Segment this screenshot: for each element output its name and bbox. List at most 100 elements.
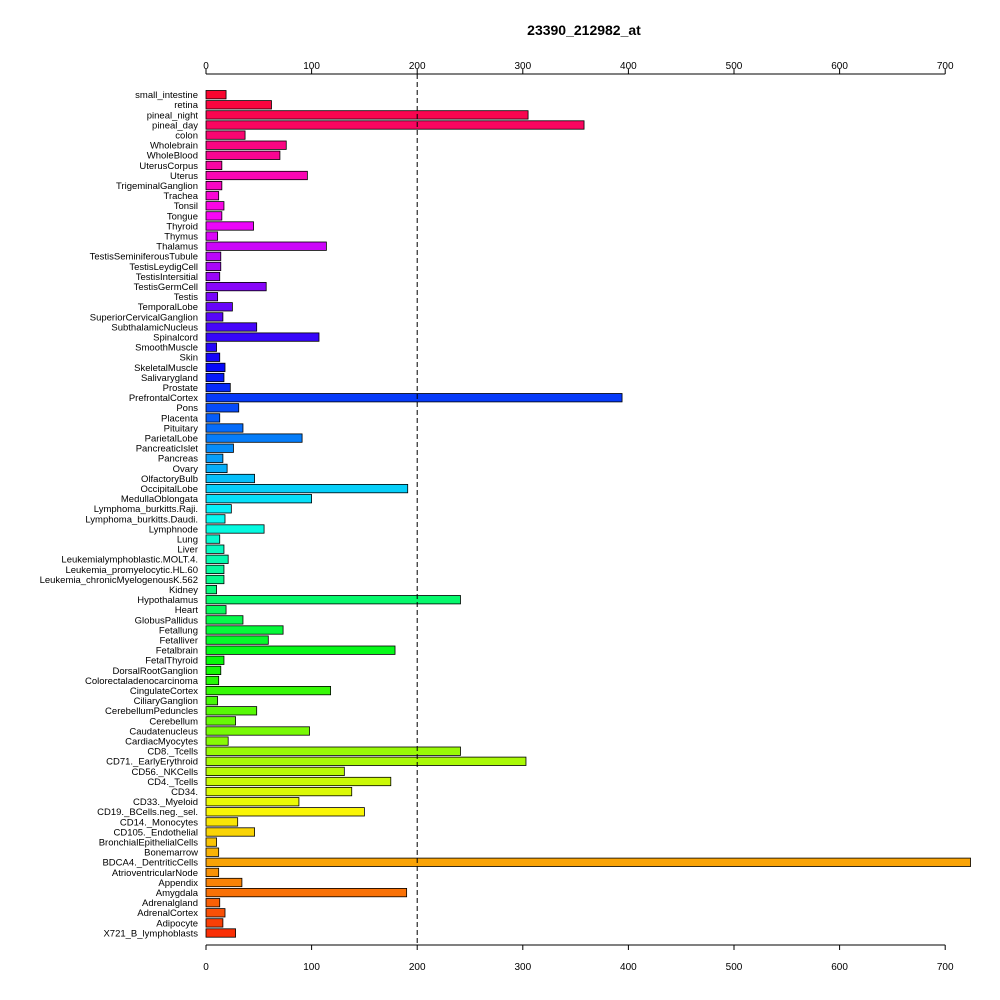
bar-Wholebrain bbox=[205, 140, 287, 150]
bar-Appendix bbox=[205, 877, 243, 888]
category-label: Heart bbox=[175, 605, 199, 616]
bar-colon bbox=[205, 130, 246, 140]
category-label: CiliaryGanglion bbox=[134, 696, 198, 707]
bar-Fetalbrain bbox=[205, 645, 396, 655]
category-label: Leukemia_chronicMyelogenousK.562 bbox=[40, 575, 198, 586]
bar-WholeBlood bbox=[205, 150, 281, 160]
category-label: CerebellumPeduncles bbox=[105, 706, 198, 717]
bar-CD33._Myeloid bbox=[205, 797, 300, 807]
bar-Leukemia_promyelocytic.HL.60 bbox=[205, 564, 225, 575]
bar-Uterus bbox=[205, 170, 308, 181]
category-label: DorsalRootGanglion bbox=[112, 666, 198, 677]
bar-SmoothMuscle bbox=[205, 342, 217, 352]
bar-SuperiorCervicalGanglion bbox=[205, 312, 224, 322]
bar-Trachea bbox=[205, 191, 220, 201]
top-tick-label: 0 bbox=[203, 61, 209, 72]
bar-OlfactoryBulb bbox=[205, 473, 255, 484]
category-label: SuperiorCervicalGanglion bbox=[90, 312, 198, 323]
category-label: X721_B_lymphoblasts bbox=[103, 928, 198, 939]
category-label: Thyroid bbox=[166, 221, 198, 232]
category-label: CingulateCortex bbox=[130, 686, 198, 697]
category-label: Pons bbox=[176, 403, 198, 414]
bar-Fetalliver bbox=[205, 635, 269, 645]
bottom-tick-label: 100 bbox=[303, 962, 320, 973]
bar-Bonemarrow bbox=[205, 847, 220, 857]
bar-Colorectaladenocarcinoma bbox=[205, 675, 220, 686]
bar-BDCA4._DentriticCells bbox=[205, 857, 971, 867]
category-label: Bonemarrow bbox=[144, 848, 198, 859]
bar-CerebellumPeduncles bbox=[205, 706, 258, 716]
category-label: OlfactoryBulb bbox=[141, 474, 198, 485]
bar-Hypothalamus bbox=[205, 595, 461, 605]
category-label: TestisIntersitial bbox=[136, 272, 198, 283]
bar-GlobusPallidus bbox=[205, 615, 244, 625]
bar-Caudatenucleus bbox=[205, 726, 310, 736]
category-label: UterusCorpus bbox=[139, 161, 198, 172]
category-label: AtrioventricularNode bbox=[112, 868, 198, 879]
bar-Thalamus bbox=[205, 241, 327, 251]
top-tick-label: 400 bbox=[620, 61, 637, 72]
category-label: Colorectaladenocarcinoma bbox=[85, 676, 199, 687]
category-label: CD4._Tcells bbox=[147, 777, 198, 788]
category-label: ParietalLobe bbox=[145, 434, 198, 445]
category-label: Kidney bbox=[169, 585, 198, 596]
category-label: TrigeminalGanglion bbox=[116, 181, 198, 192]
category-label: Testis bbox=[174, 292, 199, 303]
bar-UterusCorpus bbox=[205, 160, 223, 170]
category-label: Caudatenucleus bbox=[129, 726, 198, 737]
category-label: Wholebrain bbox=[150, 141, 198, 152]
category-label: CD56._NKCells bbox=[131, 767, 198, 778]
bottom-tick-label: 400 bbox=[620, 962, 637, 973]
bar-TestisGermCell bbox=[205, 281, 267, 292]
category-label: Thymus bbox=[164, 232, 198, 243]
category-label: Lung bbox=[177, 535, 198, 546]
category-label: MedullaOblongata bbox=[121, 494, 199, 505]
bar-Amygdala bbox=[205, 888, 408, 898]
bar-TestisSeminiferousTubule bbox=[205, 251, 222, 261]
category-label: Leukemia_promyelocytic.HL.60 bbox=[65, 565, 198, 576]
bottom-tick-label: 0 bbox=[203, 962, 209, 973]
category-label: Placenta bbox=[161, 413, 199, 424]
category-label: Amygdala bbox=[156, 888, 199, 899]
category-label: GlobusPallidus bbox=[135, 615, 199, 626]
bar-X721_B_lymphoblasts bbox=[205, 928, 236, 938]
bar-Cerebellum bbox=[205, 716, 236, 726]
bar-small_intestine bbox=[205, 90, 227, 100]
category-label: TestisSeminiferousTubule bbox=[90, 252, 198, 263]
bar-FetalThyroid bbox=[205, 655, 225, 665]
category-label: Liver bbox=[177, 545, 198, 556]
bottom-tick-label: 600 bbox=[831, 962, 848, 973]
bar-CD19._BCells.neg._sel. bbox=[205, 807, 365, 817]
category-label: Lymphoma_burkitts.Daudi. bbox=[85, 514, 198, 525]
category-label: Skin bbox=[180, 353, 198, 364]
bar-TemporalLobe bbox=[205, 302, 233, 312]
category-label: TestisLeydigCell bbox=[129, 262, 198, 273]
bar-CD4._Tcells bbox=[205, 776, 392, 787]
bar-AtrioventricularNode bbox=[205, 867, 220, 878]
bottom-tick-label: 500 bbox=[726, 962, 743, 973]
bar-CD71._EarlyErythroid bbox=[205, 756, 527, 766]
category-label: pineal_day bbox=[152, 120, 198, 131]
bottom-tick-label: 700 bbox=[937, 962, 954, 973]
category-label: Trachea bbox=[164, 191, 199, 202]
bar-CD14._Monocytes bbox=[205, 817, 239, 827]
bar-CD34. bbox=[205, 787, 353, 797]
category-label: SkeletalMuscle bbox=[134, 363, 198, 374]
top-tick-label: 300 bbox=[514, 61, 531, 72]
top-tick-label: 600 bbox=[831, 61, 848, 72]
bar-Lymphoma_burkitts.Raji. bbox=[205, 504, 232, 514]
bar-Prostate bbox=[205, 382, 231, 393]
category-label: retina bbox=[174, 100, 198, 111]
category-label: TemporalLobe bbox=[138, 302, 198, 313]
category-label: CardiacMyocytes bbox=[125, 737, 198, 748]
category-label: Salivarygland bbox=[141, 373, 198, 384]
bar-TrigeminalGanglion bbox=[205, 180, 223, 191]
category-label: small_intestine bbox=[135, 90, 198, 101]
bar-Kidney bbox=[205, 585, 217, 595]
category-label: CD14._Monocytes bbox=[120, 817, 198, 828]
bar-Placenta bbox=[205, 413, 221, 423]
bar-Lymphnode bbox=[205, 524, 265, 534]
bar-CingulateCortex bbox=[205, 686, 332, 696]
category-label: SubthalamicNucleus bbox=[111, 322, 198, 333]
bar-MedullaOblongata bbox=[205, 494, 312, 504]
